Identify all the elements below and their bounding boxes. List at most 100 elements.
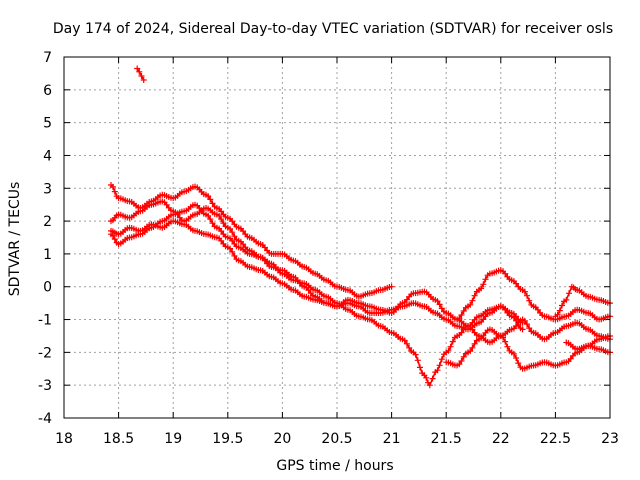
data-point (434, 367, 441, 374)
y-tick-label: 5 (43, 116, 52, 132)
y-tick-label: -1 (38, 313, 52, 329)
x-tick-label: 19 (164, 431, 182, 447)
data-point (524, 292, 530, 299)
data-point (229, 218, 236, 225)
data-point (140, 77, 147, 83)
data-point (460, 308, 467, 314)
data-point (521, 317, 528, 324)
x-tick-labels: 18 18.5 19 19.5 20 20.5 21 21.5 22 22.5 23 (55, 431, 619, 447)
x-tick-label: 18.5 (103, 431, 134, 447)
data-point (471, 292, 478, 299)
data-point (209, 200, 216, 207)
data-point (438, 356, 445, 363)
data-point (403, 340, 410, 347)
y-tick-label: 0 (43, 280, 52, 296)
y-tick-label: 7 (43, 50, 52, 66)
data-point (406, 344, 413, 351)
y-tick-label: 3 (43, 181, 52, 197)
plot-frame (63, 56, 611, 419)
data-point (436, 362, 443, 369)
data-point (436, 301, 443, 308)
data-point (111, 188, 118, 195)
y-axis-title: SDTVAR / TECUs (7, 182, 23, 297)
data-point (521, 288, 528, 295)
data-point (136, 68, 143, 75)
data-point (482, 276, 489, 283)
data-point (504, 343, 511, 350)
data-point (471, 340, 478, 347)
y-tick-label: 2 (43, 214, 52, 230)
x-axis-title: GPS time / hours (276, 458, 393, 474)
data-point (456, 361, 463, 368)
data-point (458, 312, 465, 318)
data-point (205, 193, 212, 200)
data-point (134, 65, 141, 72)
series-track-6 (454, 316, 613, 346)
y-tick-labels: -4 -3 -2 -1 0 1 2 3 4 5 6 7 (38, 50, 52, 427)
data-point (554, 311, 561, 318)
data-point (563, 296, 570, 303)
data-point (519, 326, 526, 333)
grid-lines (64, 57, 610, 418)
data-point (447, 343, 454, 350)
data-point (469, 344, 476, 351)
data-point (566, 290, 572, 297)
data-point (401, 337, 408, 344)
data-point (209, 220, 216, 227)
data-point (207, 216, 214, 223)
data-point (510, 314, 517, 321)
data-point (426, 382, 433, 389)
data-point (556, 307, 563, 314)
data-point (469, 297, 476, 304)
data-point (111, 236, 118, 243)
x-tick-label: 20 (273, 431, 291, 447)
y-tick-label: 1 (43, 247, 52, 263)
data-point (526, 297, 533, 304)
data-point (502, 306, 509, 313)
data-point (526, 325, 533, 332)
data-point (438, 305, 445, 312)
series-line (136, 68, 145, 81)
data-point (510, 350, 517, 357)
data-point (524, 321, 530, 328)
data-point (559, 302, 565, 309)
data-point (109, 183, 116, 190)
data-point (502, 270, 509, 277)
data-point (227, 225, 233, 232)
chart-title: Day 174 of 2024, Sidereal Day-to-day VTE… (53, 21, 613, 37)
x-tick-label: 19.5 (212, 431, 243, 447)
series-track-5 (443, 326, 613, 372)
data-point (429, 375, 436, 382)
data-point (216, 212, 223, 219)
data-point (467, 301, 474, 308)
data-point (220, 220, 227, 227)
x-tick-label: 21 (383, 431, 401, 447)
data-point (502, 338, 509, 345)
x-tick-label: 23 (601, 431, 619, 447)
x-tick-label: 20.5 (321, 431, 352, 447)
data-point (229, 248, 236, 255)
data-point (231, 252, 238, 259)
series-track-7 (552, 283, 613, 320)
x-tick-label: 21.5 (431, 431, 462, 447)
data-point (218, 216, 225, 223)
data-point (393, 306, 399, 313)
x-tick-label: 22 (492, 431, 510, 447)
data-series (108, 65, 613, 389)
x-tick-label: 18 (55, 431, 73, 447)
data-point (469, 326, 476, 333)
data-point (417, 364, 423, 371)
data-point (534, 306, 541, 313)
data-point (460, 353, 467, 360)
data-point (480, 281, 487, 288)
y-tick-label: -3 (38, 378, 52, 394)
data-point (478, 285, 485, 292)
data-point (423, 374, 430, 381)
data-point (231, 233, 238, 240)
series-track-1 (108, 182, 395, 300)
data-point (445, 347, 452, 354)
y-tick-label: 4 (43, 148, 52, 164)
data-point (138, 73, 145, 79)
